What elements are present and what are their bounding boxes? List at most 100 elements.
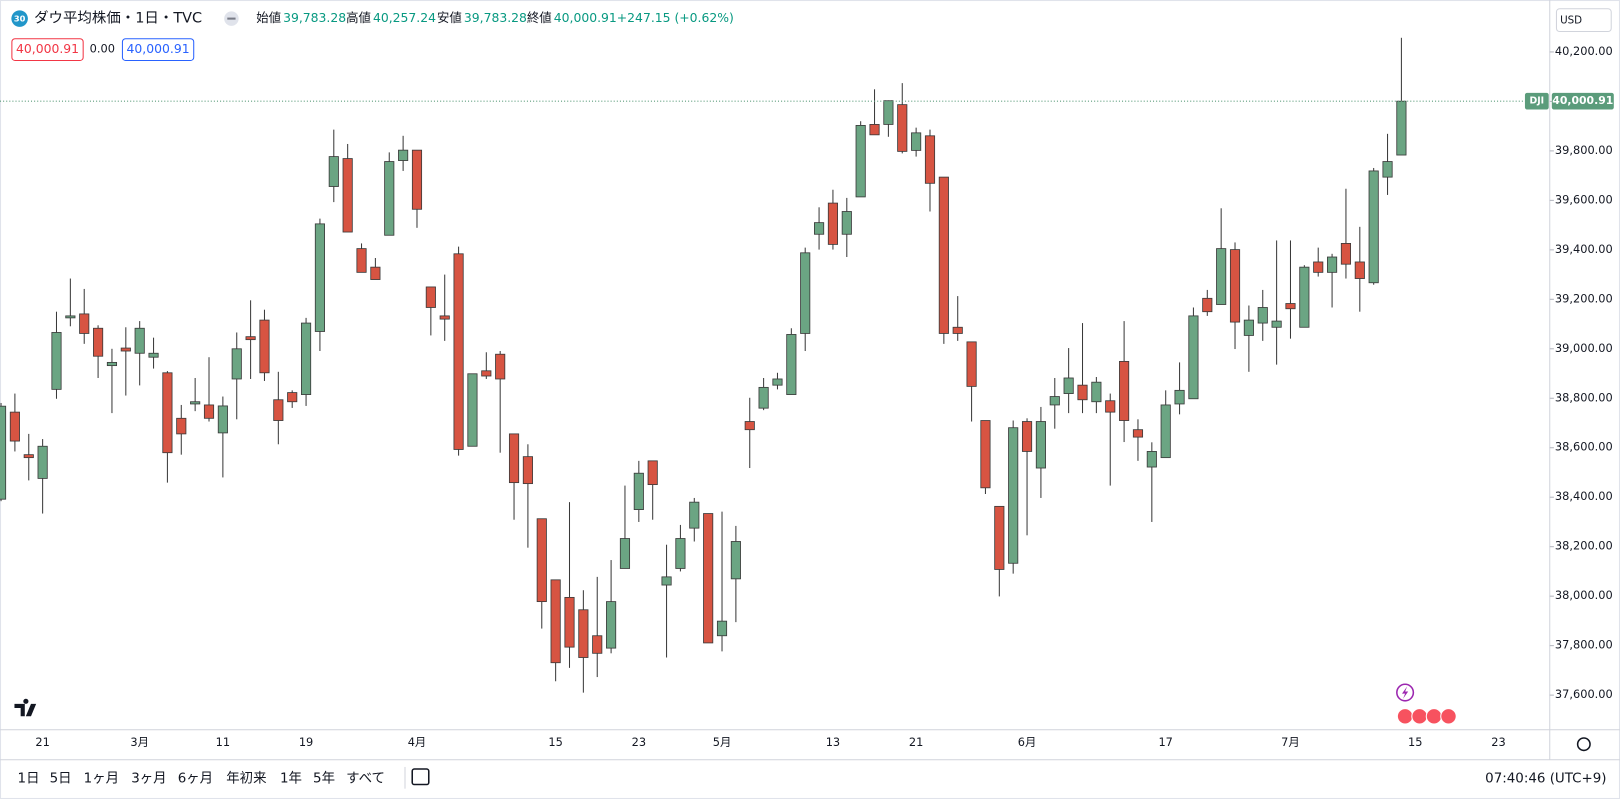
range-button[interactable]: 1ヶ月 <box>84 771 119 786</box>
candle-body-up <box>1049 396 1060 406</box>
y-tick-label: 38,200.00 <box>1555 539 1613 553</box>
ohlc-value: 40,257.24 <box>373 10 436 25</box>
candle-body-down <box>495 353 506 380</box>
candle-body-up <box>1299 266 1310 328</box>
range-button[interactable]: 1日 <box>18 771 40 786</box>
candle-body-down <box>370 266 381 280</box>
candle-body-down <box>522 456 533 485</box>
sell-box[interactable] <box>11 38 84 61</box>
x-tick-label: 4月 <box>408 735 427 749</box>
candle-body-up <box>1368 170 1379 284</box>
candle-body-up <box>800 252 811 334</box>
ohlc-legend: 始値 39,783.28 高値 40,257.24 安値 39,783.28 終値 40,00… <box>256 10 617 25</box>
candle-body-down <box>1132 429 1144 438</box>
change: +247.15 (+0.62%) <box>617 10 734 25</box>
candle-body-up <box>661 576 672 586</box>
candle-body-down <box>120 347 131 352</box>
badge-text: 30 <box>14 14 26 24</box>
candle-body-up <box>772 378 783 386</box>
candle-body-down <box>203 404 215 419</box>
ohlc-value: 39,783.28 <box>283 10 346 25</box>
range-button[interactable]: 年初来 <box>226 770 266 786</box>
candle-body-down <box>425 286 436 308</box>
range-button[interactable]: 5年 <box>313 770 335 786</box>
candle-body-up <box>1063 377 1074 394</box>
candle-body-up <box>619 538 631 569</box>
candle-body-down <box>9 411 20 442</box>
dividend-flags[interactable] <box>1396 708 1457 725</box>
candle-body-up <box>1396 100 1407 156</box>
candle-body-down <box>578 609 589 658</box>
x-tick-label: 5月 <box>713 735 732 749</box>
candle-body-up <box>911 132 922 151</box>
candle-body-up <box>689 501 700 529</box>
range-button[interactable]: すべて <box>346 770 385 786</box>
range-button[interactable]: 6ヶ月 <box>178 771 213 786</box>
candle-body-down <box>162 372 173 454</box>
spread: 0.00 <box>90 42 115 56</box>
candle-body-down <box>1077 384 1088 401</box>
ohlc-label: 終値 <box>527 10 552 25</box>
lightning <box>1402 686 1409 699</box>
settings-icon[interactable] <box>1576 737 1591 752</box>
candle-body-up <box>758 386 769 409</box>
candle-body-down <box>1021 421 1033 452</box>
y-tick-label: 37,600.00 <box>1555 687 1613 701</box>
y-tick-label: 39,800.00 <box>1555 143 1613 157</box>
logo[interactable] <box>14 698 37 717</box>
currency-button[interactable] <box>1555 8 1612 33</box>
x-tick-label: 3月 <box>130 735 149 749</box>
candle-body-down <box>924 135 936 184</box>
sell-price: 40,000.91 <box>16 41 79 56</box>
candle-body-up <box>231 348 242 380</box>
collapse-icon <box>227 17 236 20</box>
candle-body-down <box>273 399 284 421</box>
candle-body-up <box>398 149 409 161</box>
candle-body-down <box>536 518 547 603</box>
symbol-title[interactable]: ダウ平均株価・1日・TVC <box>34 10 202 27</box>
candle-body-down <box>966 341 977 387</box>
candle-body-down <box>1229 249 1241 323</box>
range-button[interactable]: 5日 <box>50 771 72 786</box>
candle-body-down <box>564 596 575 648</box>
buy-box[interactable] <box>121 38 195 61</box>
candle-body-down <box>897 104 908 152</box>
candle-body-up <box>1146 451 1157 468</box>
range-button[interactable]: 1年 <box>280 770 302 786</box>
candle-body-up <box>730 541 741 580</box>
x-tick-label: 15 <box>548 735 562 749</box>
candle-body-up <box>1008 427 1019 564</box>
candle-body-down <box>1119 360 1130 421</box>
currency: USD <box>1560 15 1582 27</box>
candle-body-down <box>980 420 991 489</box>
range-button[interactable]: 3ヶ月 <box>131 771 166 786</box>
y-tick-label: 40,200.00 <box>1555 44 1613 58</box>
candle-body-up <box>65 315 76 319</box>
candle-body-down <box>259 319 270 374</box>
ohlc-label: 安値 <box>437 10 462 25</box>
x-tick-label: 6月 <box>1018 735 1037 749</box>
range-toolbar: 1日 5日 1ヶ月 3ヶ月 6ヶ月 年初来 1年 5年 すべて <box>18 770 385 786</box>
calendar-icon[interactable] <box>411 768 430 786</box>
candle-body-up <box>814 222 825 235</box>
y-tick-label: 39,400.00 <box>1555 242 1613 256</box>
y-tick-label: 38,600.00 <box>1555 440 1613 454</box>
y-tick-label: 38,000.00 <box>1555 588 1613 602</box>
candle-body-up <box>1327 256 1338 273</box>
candle-body-up <box>467 373 478 447</box>
candle-body-down <box>508 433 520 484</box>
flag <box>1440 708 1457 725</box>
candle-body-down <box>869 124 880 136</box>
candle-body-down <box>994 505 1005 570</box>
candle-body-up <box>716 620 728 637</box>
ohlc-value: 39,783.28 <box>464 10 527 25</box>
buy-price: 40,000.91 <box>127 41 190 56</box>
symbol-tag <box>1524 92 1549 110</box>
candle-body-down <box>342 158 353 233</box>
candle-body-down <box>592 635 603 654</box>
candle-body-up <box>1188 315 1199 400</box>
candle-body-up <box>1091 381 1102 403</box>
symbol-badge[interactable] <box>11 10 28 27</box>
